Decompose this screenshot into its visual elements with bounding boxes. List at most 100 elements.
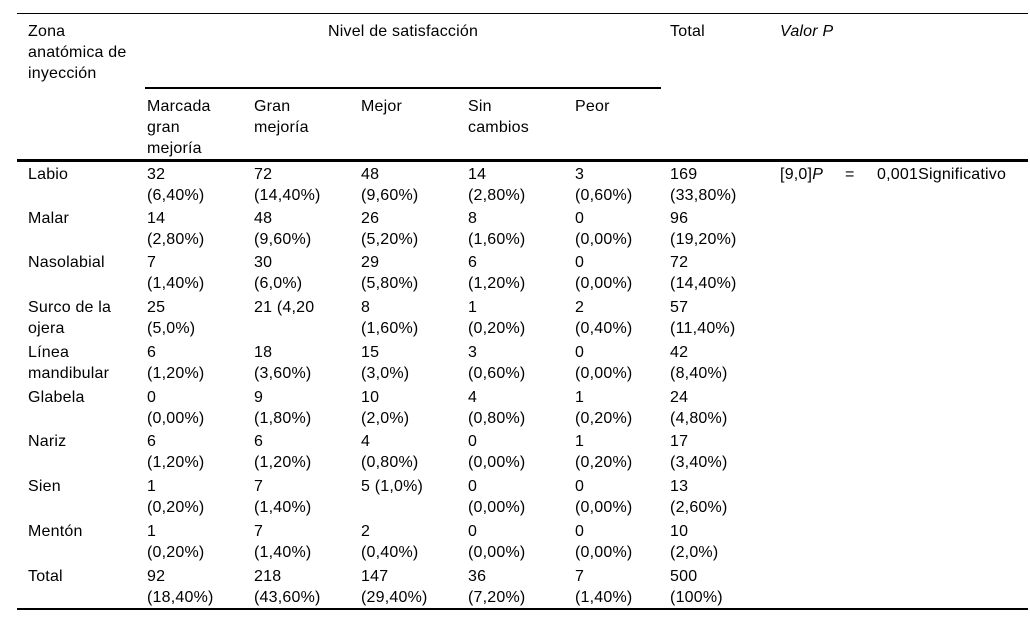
cell-count: 7 (254, 478, 264, 496)
row-label: Surco de la ojera (28, 299, 112, 338)
data-cell: 14 (2,80%) (466, 160, 573, 206)
significance-verdict: Significativo (918, 165, 1007, 183)
cell-count: 1 (147, 523, 157, 541)
cell-percent: (1,20%) (254, 454, 312, 472)
total-cell: 17 (3,40%) (661, 429, 770, 474)
cell-count: 8 (361, 299, 371, 317)
cell-count: 10 (361, 388, 380, 406)
cell-percent: (29,40%) (361, 588, 428, 606)
column-subheader-marcada-gran-mejoria: Marcada gran mejoría (145, 87, 252, 162)
cell-count: 7 (147, 254, 157, 272)
cell-count: 14 (147, 209, 166, 227)
cell-count: 15 (361, 343, 380, 361)
cell-percent: (1,60%) (361, 320, 419, 338)
data-cell: 9 (1,80%) (252, 385, 359, 430)
data-cell: 1 (0,20%) (573, 429, 661, 474)
table-row: Total 92 (18,40%) 218 (43,60%) 147 (29,40%) 36 (… (17, 563, 1029, 610)
row-label: Glabela (28, 388, 85, 406)
cell-percent: (9,60%) (254, 230, 312, 248)
total-cell: 13 (2,60%) (661, 474, 770, 519)
row-label: Labio (28, 165, 69, 183)
cell-count: 30 (254, 254, 273, 272)
table-row: Línea mandibular 6 (1,20%) 18 (3,60%) 15 (3,0%… (17, 340, 1028, 385)
cell-count: 218 (254, 567, 282, 585)
cell-percent: (0,20%) (468, 320, 526, 338)
cell-count: 32 (147, 165, 166, 183)
data-cell: 7 (1,40%) (145, 250, 252, 295)
header-row-top: Zona anatómica de inyección Nivel de sat… (17, 13, 1029, 162)
cell-percent: (2,80%) (147, 230, 205, 248)
row-label: Nasolabial (28, 254, 105, 272)
column-subheader-sin-cambios: Sin cambios (466, 87, 573, 162)
cell-percent: (5,80%) (361, 275, 419, 293)
cell-count: 7 (575, 567, 585, 585)
cell-percent: (5,20%) (361, 230, 419, 248)
cell-count: 3 (575, 165, 585, 183)
cell-percent: (14,40%) (670, 275, 737, 293)
cell-percent: (1,40%) (147, 275, 205, 293)
data-cell: 5 (1,0%) (359, 474, 466, 519)
cell-percent: (0,20%) (575, 409, 633, 427)
data-cell: 72 (14,40%) (252, 160, 359, 206)
cell-percent: (11,40%) (670, 320, 736, 338)
data-cell: 10 (2,0%) (359, 385, 466, 430)
total-cell: 24 (4,80%) (661, 385, 770, 430)
cell-percent: (0,00%) (468, 544, 526, 562)
p-value-cell-empty (770, 563, 1029, 610)
data-cell: 15 (3,0%) (359, 340, 466, 385)
cell-count: 6 (468, 254, 478, 272)
cell-percent: (3,0%) (361, 364, 410, 382)
cell-percent: (0,00%) (575, 230, 633, 248)
cell-percent: (0,20%) (575, 454, 633, 472)
data-cell: 30 (6,0%) (252, 250, 359, 295)
column-header-nivel-de-satisfaccion: Nivel de satisfacción (145, 13, 662, 89)
satisfaction-table: Zona anatómica de inyección Nivel de sat… (17, 13, 1029, 610)
cell-count: 8 (468, 209, 478, 227)
data-cell: 218 (43,60%) (252, 563, 359, 610)
column-header-zona: Zona anatómica de inyección (17, 13, 145, 162)
cell-count: 96 (670, 209, 689, 227)
data-cell: 6 (1,20%) (145, 340, 252, 385)
cell-count: 18 (254, 343, 273, 361)
data-cell: 0 (0,00%) (466, 474, 573, 519)
data-cell: 48 (9,60%) (359, 160, 466, 206)
data-cell: 1 (0,20%) (145, 474, 252, 519)
column-header-total: Total (661, 13, 771, 162)
cell-count: 72 (254, 165, 273, 183)
p-value-label: [9,0]P (780, 164, 845, 185)
cell-count: 17 (670, 433, 689, 451)
p-value-cell-empty (770, 429, 1028, 474)
cell-count: 0 (575, 209, 585, 227)
data-cell: 26 (5,20%) (359, 206, 466, 251)
cell-count: 36 (468, 567, 487, 585)
table-row: Glabela 0 (0,00%) 9 (1,80%) 10 (2,0%) 4 (0,80%) 1… (17, 385, 1028, 430)
data-cell: 32 (6,40%) (145, 160, 252, 206)
data-cell: 21 (4,20 (252, 295, 359, 340)
cell-percent: (0,00%) (468, 499, 526, 517)
data-cell: 0 (0,00%) (466, 519, 573, 564)
data-cell: 8 (1,60%) (466, 206, 573, 251)
row-label: Línea mandibular (28, 343, 110, 382)
table-row: Mentón 1 (0,20%) 7 (1,40%) 2 (0,40%) 0 (0,00%) 0 (… (17, 519, 1028, 564)
cell-percent: (7,20%) (468, 588, 526, 606)
cell-percent: (43,60%) (254, 588, 321, 606)
cell-percent: (0,60%) (468, 364, 526, 382)
cell-count: 25 (147, 299, 166, 317)
table-row: Sien 1 (0,20%) 7 (1,40%) 5 (1,0%) 0 (0,00%) 0 (0,… (17, 474, 1028, 519)
cell-count: 1 (575, 433, 585, 451)
data-cell: 0 (0,00%) (573, 519, 661, 564)
data-cell: 4 (0,80%) (466, 385, 573, 430)
p-value-cell-empty (770, 295, 1028, 340)
cell-count: 14 (468, 165, 487, 183)
data-cell: 6 (1,20%) (145, 429, 252, 474)
p-value-cell-empty (770, 250, 1028, 295)
cell-count: 0 (468, 523, 478, 541)
data-cell: 14 (2,80%) (145, 206, 252, 251)
cell-percent: (5,0%) (147, 320, 196, 338)
data-cell: 6 (1,20%) (252, 429, 359, 474)
cell-percent: (1,60%) (468, 230, 526, 248)
cell-percent: (2,0%) (361, 409, 410, 427)
cell-count: 4 (468, 388, 478, 406)
cell-percent: (0,00%) (575, 275, 633, 293)
cell-percent: (2,0%) (670, 544, 719, 562)
